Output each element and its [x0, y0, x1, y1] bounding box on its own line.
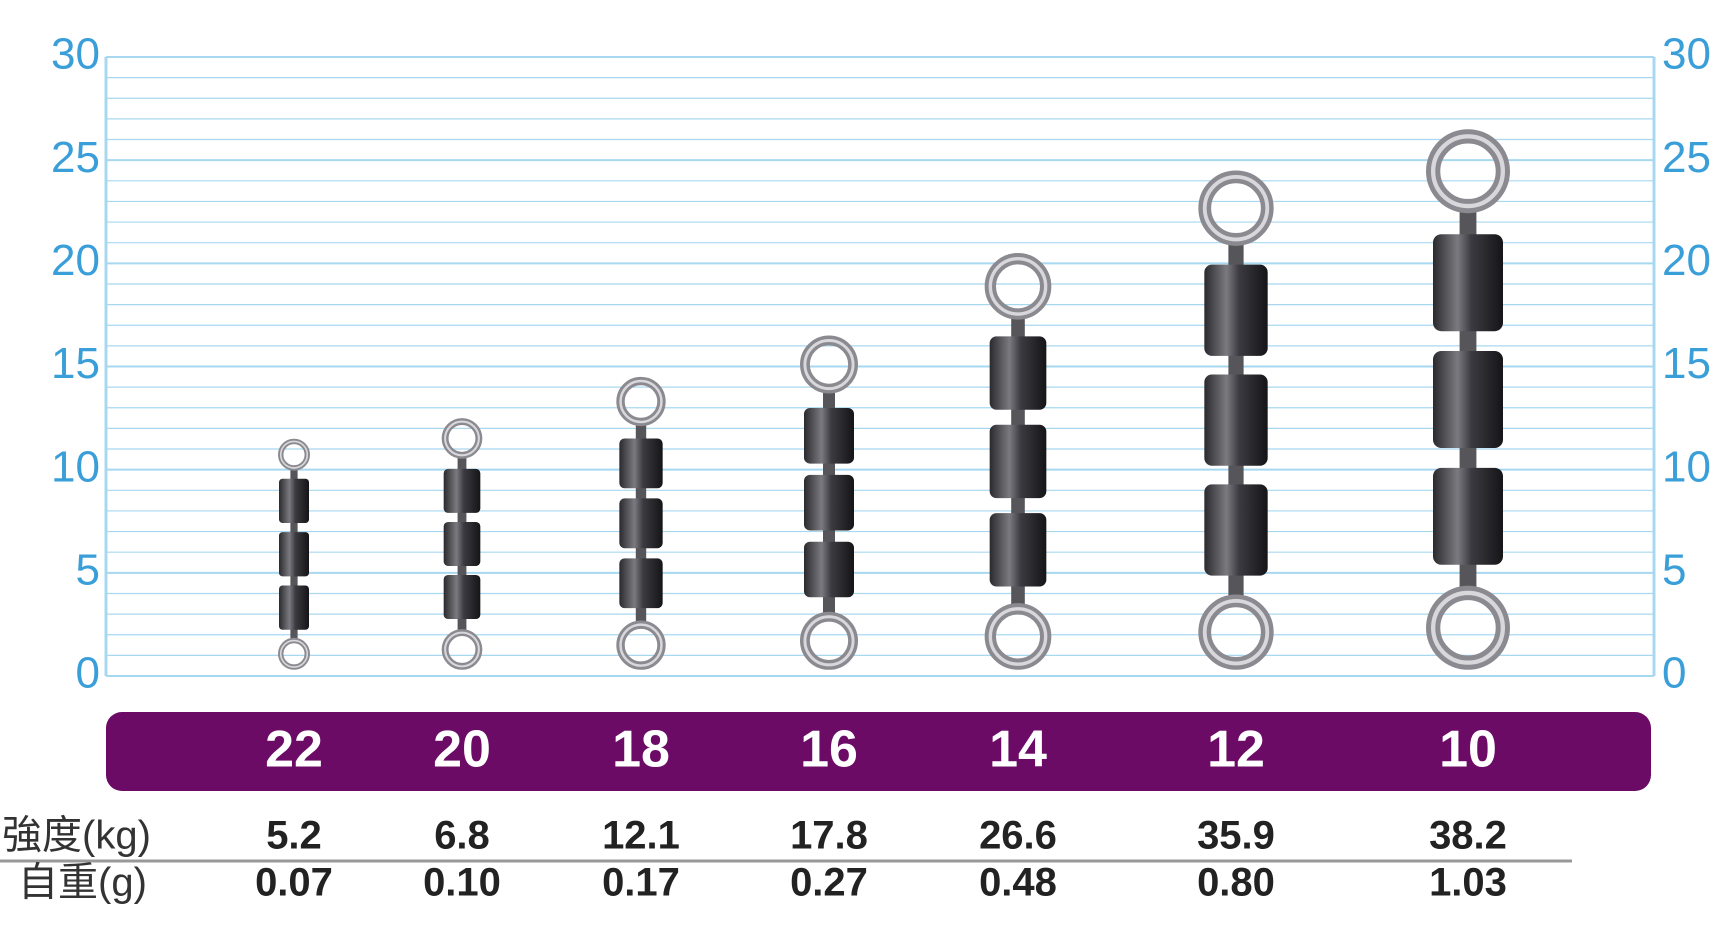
swivel: [1426, 129, 1511, 670]
row-label: 強度(kg): [2, 814, 151, 858]
swivel: [616, 376, 666, 670]
y2-tick-label: 15: [1662, 339, 1711, 388]
swivel-barrel: [443, 521, 481, 566]
swivel-barrel: [619, 558, 663, 609]
row-value: 6.8: [434, 814, 490, 858]
size-label: 14: [989, 721, 1047, 779]
swivel: [799, 335, 858, 670]
swivel-ring-shine: [1202, 598, 1270, 666]
y-tick-label: 15: [51, 339, 100, 388]
row-value: 26.6: [979, 814, 1057, 858]
y-tick-label: 30: [51, 30, 100, 79]
swivel-ring-shine: [803, 615, 855, 667]
swivel: [441, 418, 483, 670]
y-tick-label: 10: [51, 442, 100, 491]
row-value: 1.03: [1429, 861, 1507, 905]
row-value: 0.17: [602, 861, 680, 905]
y-tick-label: 0: [76, 649, 100, 698]
row-value: 0.10: [423, 861, 501, 905]
swivel-ring-shine: [988, 256, 1048, 316]
swivel-barrel: [804, 474, 854, 531]
swivel-barrel: [279, 532, 309, 577]
row-value: 0.80: [1197, 861, 1275, 905]
y-tick-label: 20: [51, 236, 100, 285]
size-label: 22: [265, 721, 323, 779]
swivel-ring-shine: [1202, 174, 1270, 242]
swivel-ring-shine: [988, 607, 1048, 666]
swivel-barrel: [989, 513, 1047, 587]
swivel-barrel: [1204, 264, 1268, 356]
swivel-barrel: [619, 438, 663, 489]
swivel-ring-shine: [1430, 590, 1506, 665]
swivel-ring-shine: [279, 440, 309, 469]
swivel-barrel: [989, 424, 1047, 499]
swivel-ring-shine: [619, 623, 663, 667]
row-value: 0.27: [790, 861, 868, 905]
y2-tick-label: 25: [1662, 133, 1711, 182]
swivel-barrel: [1433, 351, 1503, 449]
swivel: [984, 253, 1052, 670]
row-value: 17.8: [790, 814, 868, 858]
swivel-barrel: [989, 336, 1047, 410]
swivel-barrel: [279, 585, 309, 630]
swivel-ring-shine: [803, 339, 855, 391]
size-label: 20: [433, 721, 491, 779]
row-value: 0.48: [979, 861, 1057, 905]
swivel-ring-shine: [444, 631, 480, 668]
swivel-barrel: [1433, 467, 1503, 565]
swivel-barrel: [443, 468, 481, 513]
size-band: [106, 712, 1651, 791]
swivel-barrel: [1204, 374, 1268, 466]
y2-tick-label: 10: [1662, 442, 1711, 491]
swivel-barrel: [1204, 484, 1268, 576]
y-tick-label: 25: [51, 133, 100, 182]
swivel-ring-shine: [619, 379, 663, 424]
y2-tick-label: 20: [1662, 236, 1711, 285]
swivel-barrel: [1433, 234, 1503, 332]
y2-tick-label: 30: [1662, 30, 1711, 79]
row-value: 12.1: [602, 814, 680, 858]
row-label: 自重(g): [18, 861, 147, 905]
swivel-ring-shine: [1430, 134, 1506, 209]
row-value: 5.2: [266, 814, 322, 858]
swivel-barrel: [804, 541, 854, 598]
swivel-barrel: [443, 574, 481, 619]
row-value: 0.07: [255, 861, 333, 905]
swivel-barrel: [804, 408, 854, 464]
swivel: [1198, 170, 1274, 670]
size-label: 12: [1207, 721, 1265, 779]
row-value: 35.9: [1197, 814, 1275, 858]
swivel-barrel: [279, 478, 309, 524]
swivel-ring-shine: [444, 420, 480, 457]
y2-tick-label: 5: [1662, 545, 1686, 594]
y-tick-label: 5: [76, 545, 100, 594]
row-value: 38.2: [1429, 814, 1507, 858]
swivel-barrel: [619, 498, 663, 549]
size-label: 16: [800, 721, 858, 779]
swivel: [278, 438, 311, 670]
y2-tick-label: 0: [1662, 649, 1686, 698]
size-label: 10: [1439, 721, 1497, 779]
size-label: 18: [612, 721, 670, 779]
swivel-ring-shine: [279, 639, 309, 668]
